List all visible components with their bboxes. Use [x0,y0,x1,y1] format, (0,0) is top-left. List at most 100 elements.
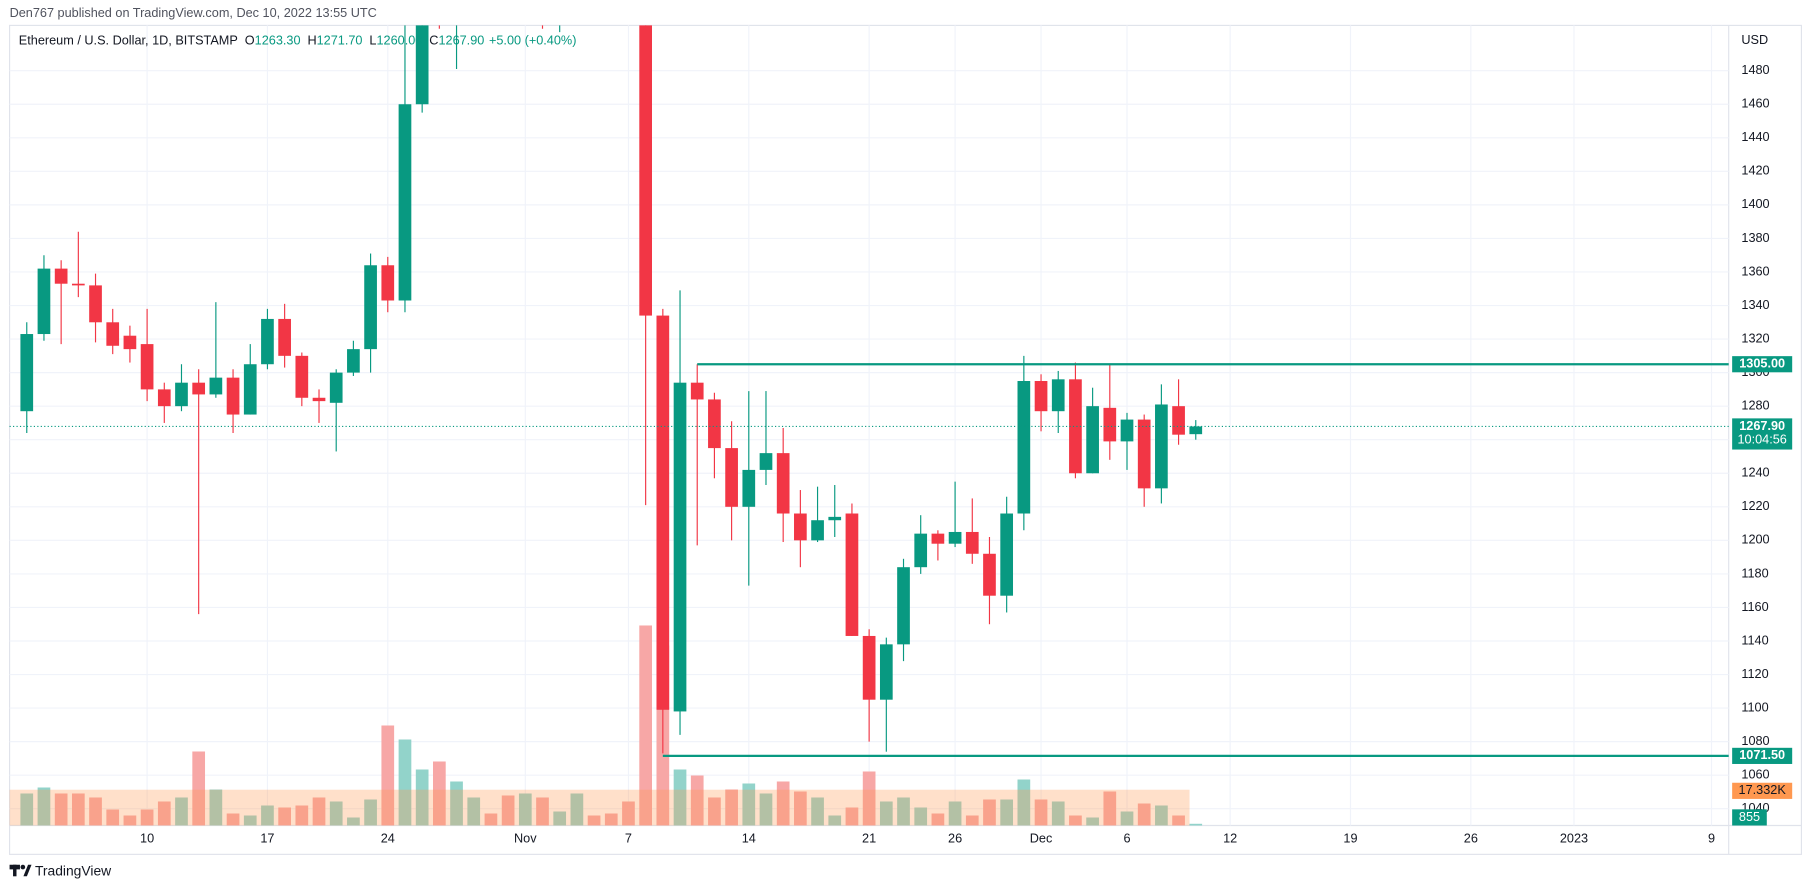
volume-bar [433,761,446,826]
x-tick-label: 10 [140,832,154,846]
y-tick-label: 1240 [1741,466,1769,480]
candle-body [794,513,807,541]
y-tick-label: 1440 [1741,130,1769,144]
candles [20,25,1203,754]
volume-bar [157,801,171,826]
x-tick-label: 26 [948,832,962,846]
candle-body [1155,404,1168,489]
volume-bar [106,809,120,826]
volume-pane [20,625,1203,826]
candle-body [811,520,824,541]
candle-body [656,315,670,710]
x-tick-label: 7 [625,832,632,846]
y-tick-label: 1120 [1741,667,1768,681]
volume-bar [604,813,618,826]
volume-bar [897,797,910,826]
candle-body [862,635,876,700]
y-tick-label: 1100 [1741,700,1768,714]
ohlc-key: L [369,34,376,48]
volume-bar [1172,815,1185,826]
candle-body [1069,379,1082,474]
volume-bar [536,797,549,826]
countdown: 10:04:56 [1737,433,1786,447]
x-tick-label: 6 [1123,832,1130,846]
candle-body [312,397,326,402]
volume-bar [1120,811,1134,826]
volume-bar [278,807,291,826]
volume-bar [725,789,738,826]
candle-body [89,285,102,323]
candle-body [54,268,68,284]
ohlc-value: 1271.70 [317,34,363,48]
volume-bar [364,799,377,826]
candle-body [226,377,240,415]
volume-bar [983,799,996,826]
candle-body [1086,406,1099,474]
y-tick-label: 1160 [1741,600,1768,614]
candle-body [329,372,343,403]
x-tick-label: 9 [1708,832,1715,846]
y-tick-label: 1380 [1741,231,1769,245]
legend: Ethereum / U.S. Dollar, 1D, BITSTAMP O126… [19,34,577,48]
candle-body [742,469,756,507]
candle-body [776,453,790,514]
level-label: 1305.00 [1739,357,1785,371]
volume-bar [37,787,51,826]
candle-body [364,265,377,350]
volume-bar [1086,817,1099,826]
volume-bar [415,769,429,826]
volume-bar [553,811,567,826]
candle-body [37,268,51,335]
candle-body [157,389,171,407]
last-price-label: 1267.90 [1739,419,1785,433]
y-tick-label: 1180 [1741,566,1768,580]
y-tick-label: 1060 [1741,768,1769,782]
volume-bar [1069,815,1082,826]
candle-body [347,349,360,373]
volume-bar [54,793,68,826]
volume-bar [1017,779,1031,826]
y-tick-label: 1200 [1741,533,1769,547]
x-tick-label: 19 [1343,832,1357,846]
candle-body [897,567,910,645]
volume-bar [123,815,137,826]
x-tick-label: 2023 [1560,832,1588,846]
candle-body [278,318,291,356]
y-tick-label: 1080 [1741,734,1769,748]
candle-body [965,531,979,554]
candle-body [948,531,962,544]
x-tick-label: 12 [1223,832,1237,846]
volume-bar [484,813,498,826]
x-tick-label: Dec [1030,832,1053,846]
candle-body [690,382,704,400]
candle-body [1103,407,1117,442]
volume-bar [794,791,807,826]
y-tick-label: 1320 [1741,331,1769,345]
volume-bar [71,793,85,826]
candle-body [914,533,928,568]
logo [9,864,32,877]
level-label-box [1732,356,1793,373]
x-tick-label: 17 [260,832,274,846]
ohlc-value: 1263.30 [255,34,301,48]
candle-body [261,318,274,365]
volume-bar [20,793,34,826]
y-tick-label: 1340 [1741,298,1769,312]
volume-bar [690,775,704,826]
brand: TradingView [35,862,112,878]
volume-bar [243,815,257,826]
x-tick-label: 26 [1464,832,1478,846]
candle-body [415,25,429,105]
volume-bar [192,751,206,826]
volume-bar [742,783,756,826]
candle-body [1017,381,1031,514]
candle-body [931,533,945,544]
volume-ma-box [1732,782,1793,799]
candle-body [673,382,687,712]
x-tick-label: 21 [862,832,876,846]
y-tick-label: 1280 [1741,399,1769,413]
currency: USD [1741,33,1768,47]
candle-body [71,283,85,286]
